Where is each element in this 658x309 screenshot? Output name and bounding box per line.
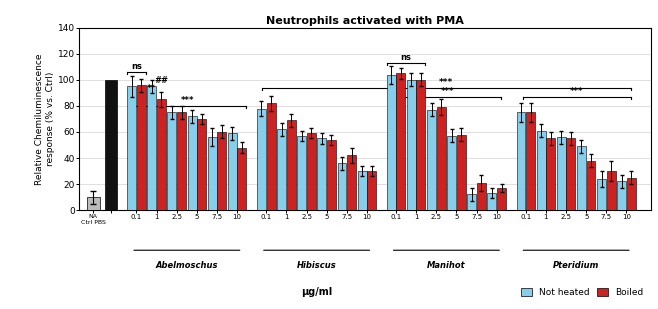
- Bar: [567, 138, 575, 210]
- Text: μg/ml: μg/ml: [301, 287, 332, 297]
- Bar: [147, 87, 157, 210]
- Bar: [168, 112, 176, 210]
- Text: ***: ***: [570, 87, 584, 96]
- Bar: [617, 181, 626, 210]
- Bar: [417, 80, 426, 210]
- Bar: [607, 171, 616, 210]
- Bar: [358, 171, 367, 210]
- Bar: [157, 99, 166, 210]
- Text: ##: ##: [155, 76, 168, 85]
- Bar: [257, 108, 266, 210]
- Bar: [367, 171, 376, 210]
- Bar: [177, 112, 186, 210]
- Bar: [427, 110, 436, 210]
- Bar: [407, 80, 416, 210]
- Bar: [188, 116, 197, 210]
- Bar: [347, 155, 356, 210]
- Text: ***: ***: [440, 78, 453, 87]
- Legend: Not heated, Boiled: Not heated, Boiled: [517, 284, 647, 300]
- Text: ns: ns: [131, 62, 142, 71]
- Bar: [457, 135, 466, 210]
- Bar: [217, 132, 226, 210]
- Bar: [307, 133, 316, 210]
- Bar: [137, 85, 146, 210]
- Bar: [477, 183, 486, 210]
- Bar: [287, 120, 295, 210]
- Text: ***: ***: [440, 87, 454, 96]
- Text: Pteridium: Pteridium: [553, 261, 599, 270]
- Bar: [467, 194, 476, 210]
- Bar: [338, 163, 347, 210]
- Bar: [105, 80, 117, 210]
- Bar: [488, 193, 496, 210]
- Bar: [557, 137, 566, 210]
- Text: Manihot: Manihot: [427, 261, 466, 270]
- Text: Hibiscus: Hibiscus: [297, 261, 336, 270]
- Title: Neutrophils activated with PMA: Neutrophils activated with PMA: [266, 16, 464, 26]
- Bar: [447, 136, 456, 210]
- Bar: [627, 178, 636, 210]
- Bar: [586, 161, 595, 210]
- Bar: [546, 138, 555, 210]
- Bar: [526, 112, 535, 210]
- Bar: [437, 107, 445, 210]
- Bar: [597, 179, 606, 210]
- Bar: [577, 146, 586, 210]
- Bar: [208, 137, 216, 210]
- Bar: [127, 87, 136, 210]
- Text: ns: ns: [401, 53, 411, 62]
- Text: Abelmoschus: Abelmoschus: [155, 261, 218, 270]
- Bar: [396, 73, 405, 210]
- Bar: [517, 112, 526, 210]
- Bar: [537, 131, 545, 210]
- Text: **: **: [147, 84, 155, 93]
- Text: ***: ***: [181, 96, 195, 105]
- Bar: [317, 138, 326, 210]
- Bar: [327, 140, 336, 210]
- Bar: [87, 197, 99, 210]
- Bar: [297, 136, 306, 210]
- Bar: [238, 148, 247, 210]
- Bar: [387, 75, 395, 210]
- Bar: [277, 129, 286, 210]
- Bar: [497, 188, 506, 210]
- Y-axis label: Relative Chemiluminescence
response (% vs. Ctrl): Relative Chemiluminescence response (% v…: [36, 53, 55, 185]
- Bar: [266, 103, 276, 210]
- Bar: [197, 119, 206, 210]
- Bar: [228, 133, 237, 210]
